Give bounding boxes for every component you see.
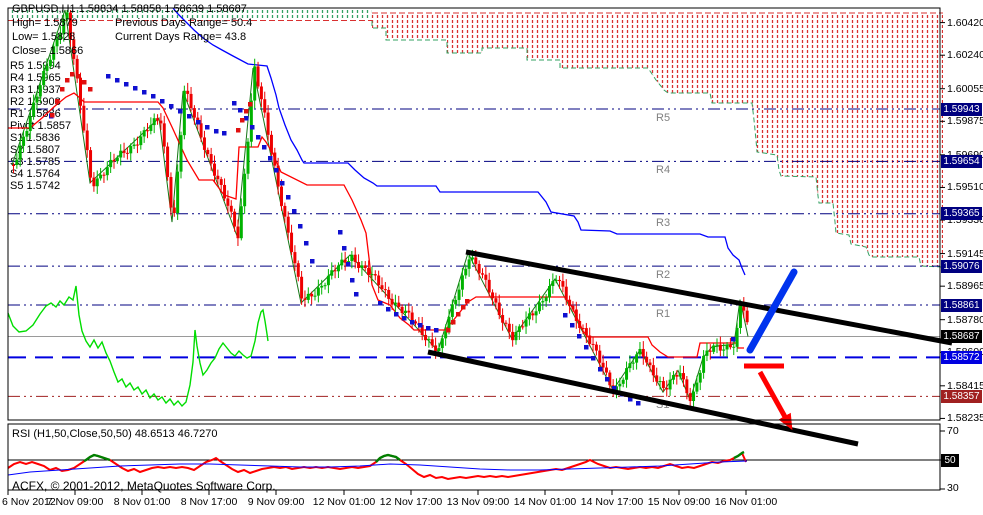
level-label-r5: R5: [656, 112, 671, 124]
level-label-r1: R1: [656, 308, 671, 320]
red-down-arrow: [757, 370, 793, 431]
trend-channel-upper: [465, 249, 953, 346]
trend-channel-lower: [427, 349, 859, 447]
pivot-row: R1 1.5886: [10, 108, 61, 120]
pivot-row: R3 1.5937: [10, 84, 61, 96]
level-label-r2: R2: [656, 269, 671, 282]
pivot-row: R2 1.5908: [10, 96, 61, 108]
pivot-row: S2 1.5807: [10, 144, 61, 156]
pivot-row: Pivot 1.5857: [10, 120, 72, 132]
level-label-r3: R3: [656, 216, 671, 229]
level-label-r4: R4: [656, 164, 671, 177]
pivot-row: R4 1.5965: [10, 72, 61, 84]
blue-up-arrow: [746, 268, 798, 354]
pivot-row: S3 1.5785: [10, 156, 61, 168]
rsi-signal-line: [7, 460, 748, 476]
pivot-row: S4 1.5764: [10, 168, 61, 180]
pivot-row: S5 1.5742: [10, 180, 61, 192]
